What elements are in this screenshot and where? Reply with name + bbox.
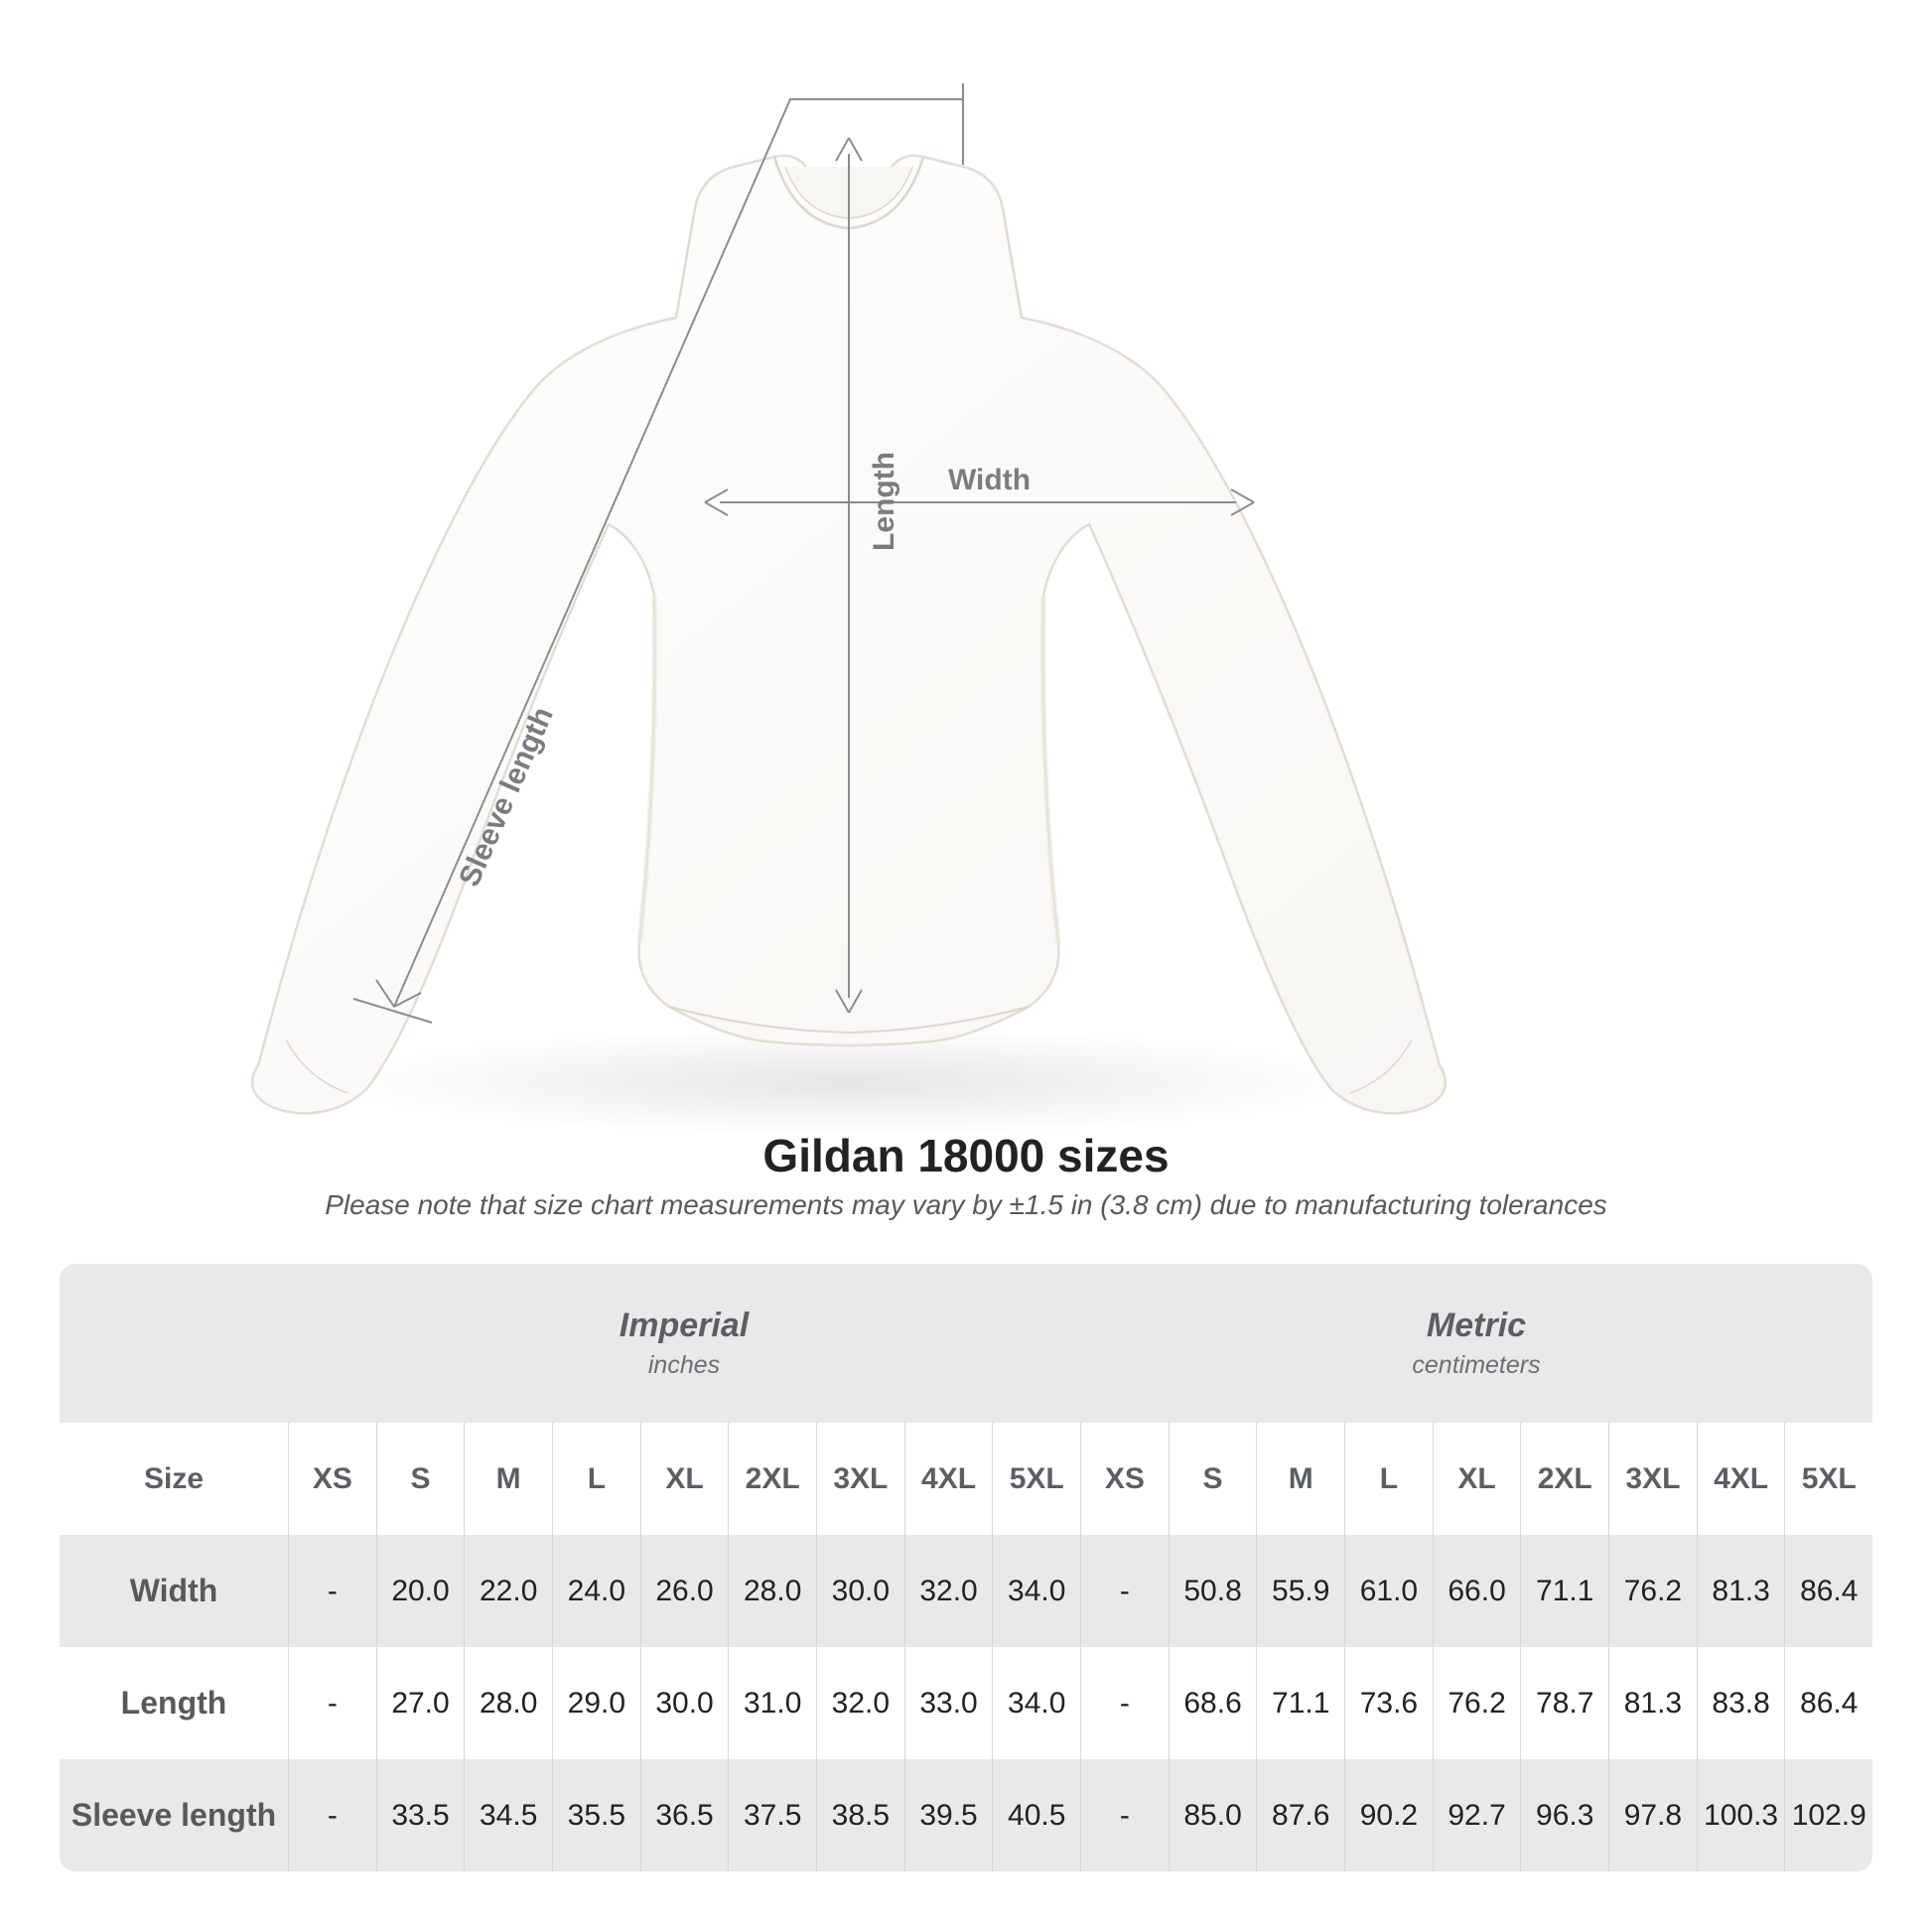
- svg-text:Length: Length: [868, 452, 900, 551]
- svg-text:Width: Width: [948, 464, 1031, 496]
